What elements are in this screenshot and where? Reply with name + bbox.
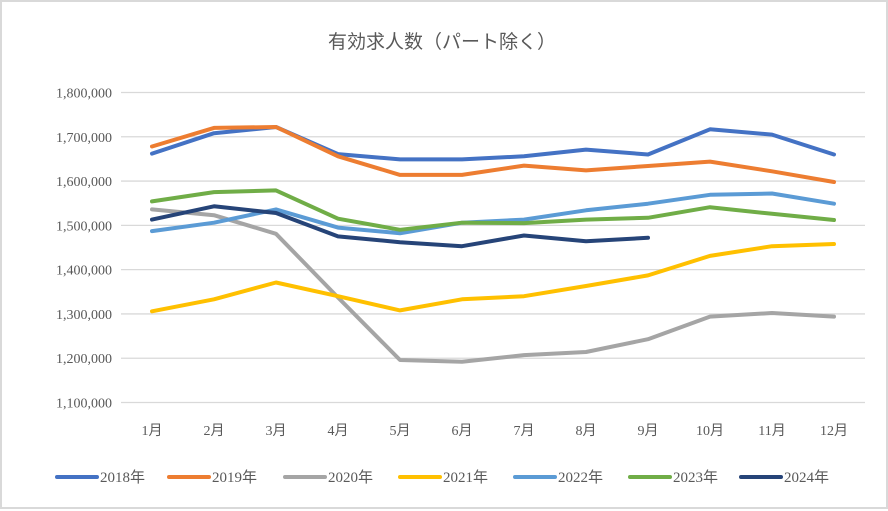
legend-item[interactable]: 2020年 bbox=[285, 469, 373, 486]
legend-label: 2023年 bbox=[673, 469, 718, 486]
x-tick-label: 12月 bbox=[820, 423, 848, 439]
legend-label: 2021年 bbox=[443, 469, 488, 486]
y-tick-label: 1,300,000 bbox=[56, 308, 112, 323]
legend-item[interactable]: 2024年 bbox=[741, 469, 829, 486]
x-tick-label: 8月 bbox=[576, 423, 597, 439]
legend-label: 2024年 bbox=[784, 469, 829, 486]
x-tick-label: 4月 bbox=[328, 423, 349, 439]
series-line bbox=[152, 127, 834, 182]
series-1 bbox=[152, 127, 834, 182]
legend-label: 2019年 bbox=[212, 469, 257, 486]
legend-item[interactable]: 2021年 bbox=[400, 469, 488, 486]
series-line bbox=[152, 244, 834, 311]
x-tick-label: 6月 bbox=[452, 423, 473, 439]
series-line bbox=[152, 209, 834, 361]
series-lines bbox=[152, 127, 834, 362]
x-tick-label: 11月 bbox=[758, 423, 785, 439]
y-tick-label: 1,700,000 bbox=[56, 131, 112, 146]
x-tick-label: 10月 bbox=[696, 423, 724, 439]
series-line bbox=[152, 127, 834, 159]
x-tick-label: 2月 bbox=[204, 423, 225, 439]
y-tick-label: 1,600,000 bbox=[56, 175, 112, 190]
y-tick-label: 1,400,000 bbox=[56, 264, 112, 279]
x-tick-label: 1月 bbox=[142, 423, 163, 439]
legend-item[interactable]: 2018年 bbox=[57, 469, 145, 486]
legend-label: 2020年 bbox=[328, 469, 373, 486]
legend-item[interactable]: 2019年 bbox=[169, 469, 257, 486]
x-tick-label: 3月 bbox=[266, 423, 287, 439]
legend-label: 2018年 bbox=[100, 469, 145, 486]
y-tick-label: 1,100,000 bbox=[56, 397, 112, 412]
legend-label: 2022年 bbox=[558, 469, 603, 486]
y-axis-ticks: 1,100,000 1,200,000 1,300,000 1,400,000 1,50… bbox=[56, 87, 112, 412]
chart-title: 有効求人数（パート除く） bbox=[328, 31, 556, 53]
legend: 2018年 2019年 2020年 2021年 2022年 2023年 2024年 bbox=[57, 469, 829, 486]
x-tick-label: 9月 bbox=[638, 423, 659, 439]
x-axis-ticks: 1月 2月 3月 4月 5月 6月 7月 8月 9月 10月 11月 12月 bbox=[142, 423, 849, 439]
series-0 bbox=[152, 127, 834, 160]
series-3 bbox=[152, 244, 834, 312]
legend-item[interactable]: 2023年 bbox=[630, 469, 718, 486]
y-tick-label: 1,800,000 bbox=[56, 87, 112, 102]
series-2 bbox=[152, 209, 834, 362]
x-tick-label: 7月 bbox=[514, 423, 535, 439]
y-tick-label: 1,500,000 bbox=[56, 219, 112, 234]
y-tick-label: 1,200,000 bbox=[56, 352, 112, 367]
legend-item[interactable]: 2022年 bbox=[515, 469, 603, 486]
x-tick-label: 5月 bbox=[390, 423, 411, 439]
